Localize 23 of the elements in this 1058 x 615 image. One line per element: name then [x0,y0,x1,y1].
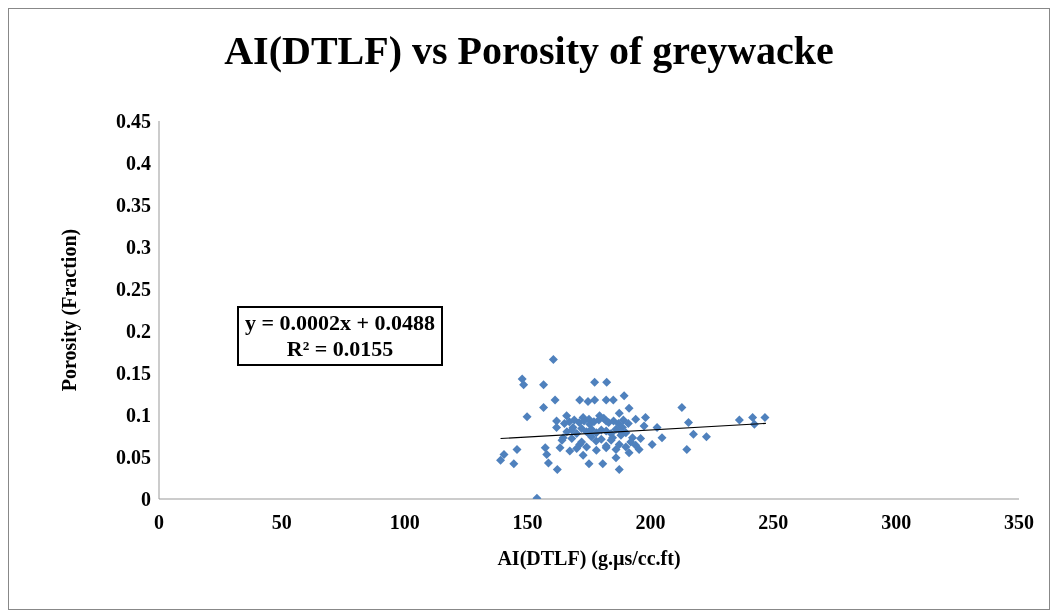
y-tick-label: 0.45 [116,110,151,133]
y-tick-label: 0.3 [126,236,151,259]
x-tick-label: 150 [512,511,543,534]
x-tick-label: 200 [635,511,666,534]
y-tick-label: 0.4 [126,152,151,175]
chart-title: AI(DTLF) vs Porosity of greywacke [223,27,835,74]
y-tick-label: 0 [141,488,151,511]
annotation: R² = 0.0155 [285,336,395,362]
x-tick-label: 350 [1004,511,1034,534]
equation-box: y = 0.0002x + 0.0488 R² = 0.0155 [237,306,444,366]
x-tick-label: 100 [389,511,420,534]
y-axis-title: Porosity (Fraction) [58,228,82,392]
y-tick-label: 0.1 [126,404,151,427]
annotation: y = 0.0002x + 0.0488 [245,310,436,336]
y-tick-label: 0.15 [116,362,151,385]
y-tick-label: 0.05 [116,446,151,469]
x-tick-label: 300 [881,511,912,534]
y-tick-label: 0.2 [126,320,151,343]
x-tick-label: 50 [271,511,292,534]
x-axis-title: AI(DTLF) (g.µs/cc.ft) [497,547,681,570]
x-tick-label: 250 [758,511,789,534]
y-tick-label: 0.25 [116,278,151,301]
y-tick-label: 0.35 [116,194,151,217]
